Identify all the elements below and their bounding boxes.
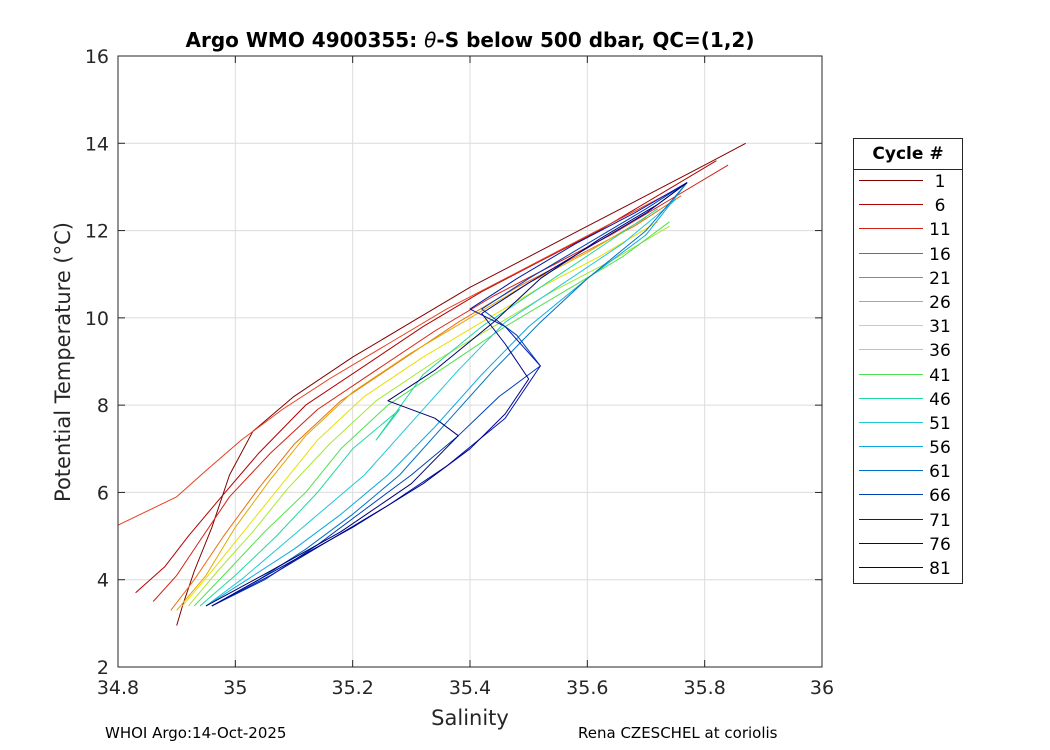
legend-label: 56 bbox=[929, 438, 951, 459]
legend-entry-cycle-81: 81 bbox=[854, 557, 962, 581]
legend-entry-cycle-6: 6 bbox=[854, 194, 962, 218]
legend-entry-cycle-66: 66 bbox=[854, 484, 962, 508]
legend-label: 41 bbox=[929, 365, 951, 386]
legend-label: 11 bbox=[929, 220, 951, 241]
footer-right: Rena CZESCHEL at coriolis bbox=[578, 724, 778, 742]
legend-entry-cycle-46: 46 bbox=[854, 388, 962, 412]
x-tick-label: 35 bbox=[223, 677, 247, 699]
legend-label: 21 bbox=[929, 268, 951, 289]
series-line-cycle-41 bbox=[193, 221, 670, 607]
x-tick-label: 35.8 bbox=[684, 677, 726, 699]
y-tick-label: 10 bbox=[85, 308, 109, 330]
legend-label: 76 bbox=[929, 534, 951, 555]
legend-swatch bbox=[859, 325, 923, 327]
chart-title-prefix: Argo WMO 4900355: bbox=[186, 28, 425, 52]
series-line-cycle-61 bbox=[211, 182, 688, 607]
legend-swatch bbox=[859, 494, 923, 496]
legend-entry-cycle-26: 26 bbox=[854, 291, 962, 315]
legend-label: 16 bbox=[929, 244, 951, 265]
legend-swatch bbox=[859, 470, 923, 472]
y-tick-label: 8 bbox=[97, 395, 109, 417]
legend-title: Cycle # bbox=[854, 139, 962, 170]
y-tick-label: 16 bbox=[85, 46, 109, 68]
series-line-cycle-81 bbox=[205, 182, 688, 607]
x-tick-label: 35.6 bbox=[566, 677, 608, 699]
series-line-cycle-6 bbox=[135, 160, 717, 594]
y-tick-label: 2 bbox=[97, 657, 109, 679]
legend-entry-cycle-56: 56 bbox=[854, 436, 962, 460]
legend-entry-cycle-41: 41 bbox=[854, 364, 962, 388]
legend-swatch bbox=[859, 204, 923, 206]
chart-title-theta: θ bbox=[424, 28, 436, 52]
axis-ticks: 34.8 35 35.2 35.4 35.6 35.8 36 2 4 6 8 10 12 14 16 bbox=[85, 46, 834, 699]
x-tick-label: 35.2 bbox=[332, 677, 374, 699]
legend-label: 46 bbox=[929, 389, 951, 410]
legend-entry-cycle-31: 31 bbox=[854, 315, 962, 339]
legend: Cycle # 1 6 11 16 21 26 31 36 41 46 51 56 61 66 71 76 81 bbox=[853, 138, 963, 584]
series-line-cycle-36 bbox=[188, 225, 670, 607]
series-line-cycle-31 bbox=[182, 221, 658, 607]
legend-swatch bbox=[859, 373, 923, 375]
legend-entries: 1 6 11 16 21 26 31 36 41 46 51 56 61 66 71 76 81 bbox=[854, 170, 962, 581]
legend-swatch bbox=[859, 567, 923, 568]
series-line-cycle-21 bbox=[170, 195, 682, 611]
legend-entry-cycle-61: 61 bbox=[854, 460, 962, 484]
legend-swatch bbox=[859, 180, 923, 181]
series-line-cycle-1 bbox=[176, 142, 746, 626]
legend-entry-cycle-11: 11 bbox=[854, 218, 962, 242]
legend-label: 36 bbox=[929, 341, 951, 362]
series-line-cycle-26 bbox=[176, 217, 647, 611]
legend-label: 6 bbox=[934, 196, 946, 217]
x-tick-label: 36 bbox=[810, 677, 834, 699]
legend-label: 61 bbox=[929, 462, 951, 483]
legend-swatch bbox=[859, 397, 923, 399]
legend-swatch bbox=[859, 518, 923, 520]
legend-swatch bbox=[859, 349, 923, 351]
legend-swatch bbox=[859, 252, 923, 254]
legend-label: 1 bbox=[934, 172, 946, 192]
legend-entry-cycle-51: 51 bbox=[854, 412, 962, 436]
legend-entry-cycle-71: 71 bbox=[854, 509, 962, 533]
legend-entry-cycle-36: 36 bbox=[854, 339, 962, 363]
legend-swatch bbox=[859, 542, 923, 544]
chart-title: Argo WMO 4900355: θ-S below 500 dbar, QC… bbox=[186, 28, 755, 52]
legend-label: 51 bbox=[929, 413, 951, 434]
series-line-cycle-51 bbox=[205, 199, 676, 607]
x-tick-label: 35.4 bbox=[449, 677, 491, 699]
legend-swatch bbox=[859, 300, 923, 302]
series-line-cycle-16 bbox=[117, 186, 682, 526]
legend-swatch bbox=[859, 446, 923, 448]
legend-swatch bbox=[859, 228, 923, 230]
legend-entry-cycle-21: 21 bbox=[854, 267, 962, 291]
legend-entry-cycle-1: 1 bbox=[854, 170, 962, 194]
footer-left: WHOI Argo:14-Oct-2025 bbox=[105, 724, 287, 742]
series-line-cycle-11 bbox=[152, 164, 729, 602]
series-lines bbox=[117, 142, 746, 626]
series-line-cycle-46 bbox=[199, 208, 658, 607]
legend-label: 81 bbox=[929, 559, 951, 579]
series-line-cycle-56 bbox=[205, 182, 688, 607]
y-tick-label: 12 bbox=[85, 221, 109, 243]
legend-entry-cycle-76: 76 bbox=[854, 533, 962, 557]
chart-title-suffix: -S below 500 dbar, QC=(1,2) bbox=[436, 28, 754, 52]
legend-label: 31 bbox=[929, 317, 951, 338]
series-line-cycle-76 bbox=[211, 182, 688, 607]
y-tick-label: 14 bbox=[85, 133, 109, 155]
legend-label: 71 bbox=[929, 510, 951, 531]
x-tick-label: 34.8 bbox=[97, 677, 139, 699]
legend-swatch bbox=[859, 421, 923, 423]
x-axis-label: Salinity bbox=[431, 706, 509, 730]
y-axis-label: Potential Temperature (°C) bbox=[51, 222, 75, 502]
legend-label: 66 bbox=[929, 486, 951, 507]
legend-label: 26 bbox=[929, 292, 951, 313]
y-tick-label: 4 bbox=[97, 570, 109, 592]
series-line-cycle-66 bbox=[211, 182, 688, 607]
legend-entry-cycle-16: 16 bbox=[854, 243, 962, 267]
legend-swatch bbox=[859, 276, 923, 278]
y-tick-label: 6 bbox=[97, 482, 109, 504]
